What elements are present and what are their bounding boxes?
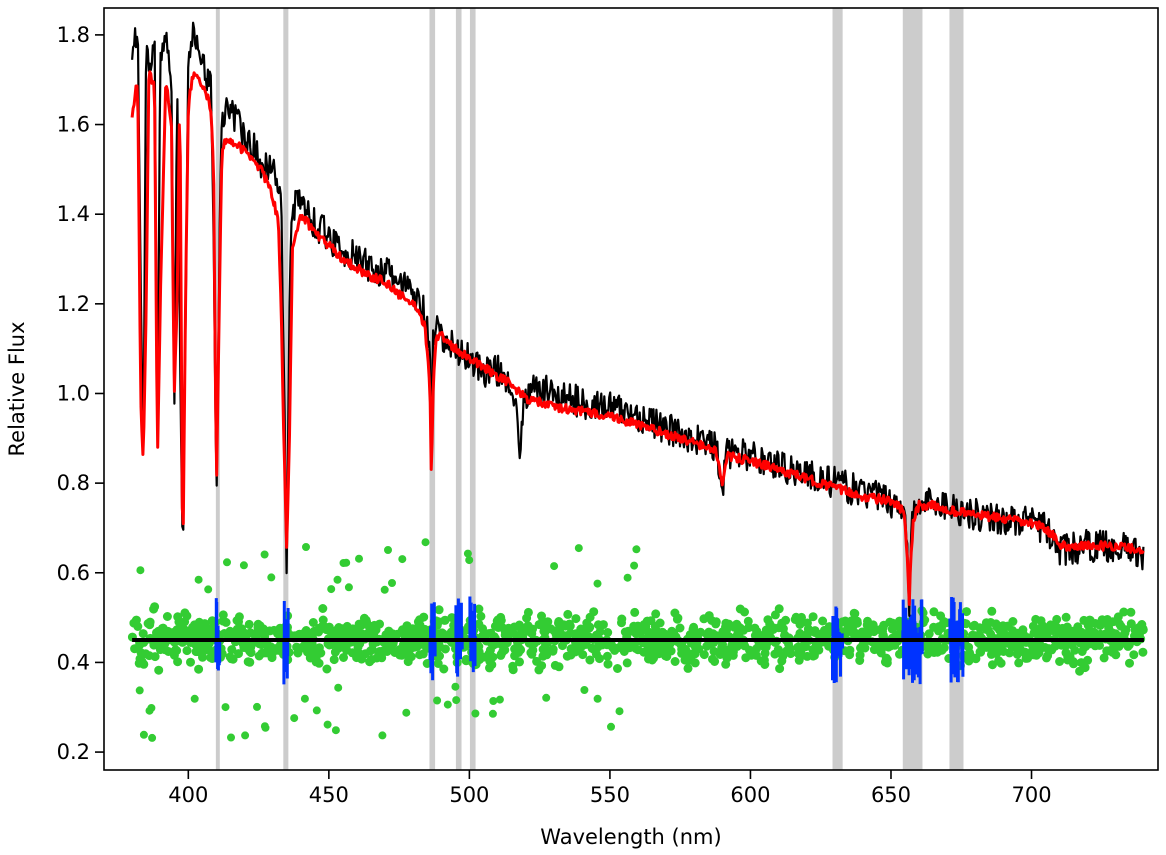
x-axis: 400 450 500 550 600 650 700 bbox=[168, 770, 1052, 807]
residual-masked-0 bbox=[214, 598, 222, 671]
y-tick-label-0: 0.2 bbox=[57, 740, 90, 764]
x-tick-label-5: 650 bbox=[871, 783, 911, 807]
masked-region-1 bbox=[283, 8, 289, 770]
y-tick-label-3: 0.8 bbox=[57, 471, 90, 495]
residual-masked-1 bbox=[282, 601, 290, 685]
x-tick-label-2: 500 bbox=[449, 783, 489, 807]
series-line-model bbox=[130, 70, 1145, 606]
masked-region-7 bbox=[949, 8, 964, 770]
masked-region-5 bbox=[832, 8, 843, 770]
masked-region-3 bbox=[455, 8, 462, 770]
y-tick-label-2: 0.6 bbox=[57, 561, 90, 585]
x-tick-label-6: 700 bbox=[1011, 783, 1051, 807]
residual-outliers-green bbox=[135, 538, 641, 742]
x-tick-label-0: 400 bbox=[168, 783, 208, 807]
y-tick-label-4: 1.0 bbox=[57, 381, 90, 405]
residual-masked-4 bbox=[468, 596, 477, 673]
y-axis-label: Relative Flux bbox=[5, 321, 29, 456]
residual-masked-6 bbox=[901, 599, 924, 685]
x-tick-label-1: 450 bbox=[309, 783, 349, 807]
y-tick-label-6: 1.4 bbox=[57, 202, 90, 226]
y-axis: 0.2 0.4 0.6 0.8 1.0 1.2 1.4 1.6 1.8 bbox=[57, 23, 104, 764]
plot-frame bbox=[103, 7, 1159, 771]
x-tick-label-4: 600 bbox=[730, 783, 770, 807]
x-axis-label: Wavelength (nm) bbox=[540, 825, 721, 849]
series bbox=[130, 21, 1145, 618]
y-tick-label-8: 1.8 bbox=[57, 23, 90, 47]
y-tick-label-7: 1.6 bbox=[57, 113, 90, 137]
x-tick-label-3: 550 bbox=[590, 783, 630, 807]
y-tick-label-5: 1.2 bbox=[57, 292, 90, 316]
y-tick-label-1: 0.4 bbox=[57, 650, 90, 674]
masked-region-4 bbox=[469, 8, 476, 770]
